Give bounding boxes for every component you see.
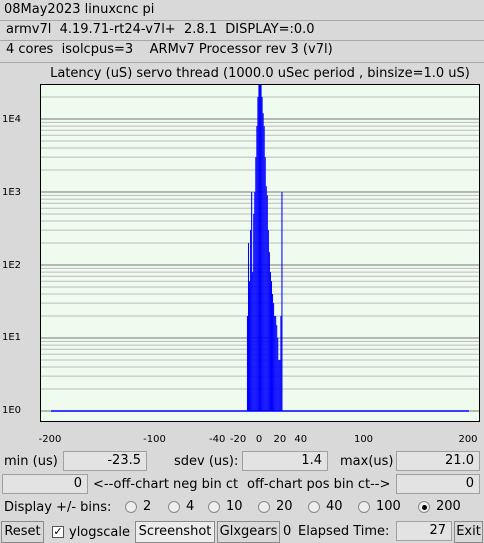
histogram-bar bbox=[260, 85, 262, 411]
sdev-value-field: 1.4 bbox=[242, 451, 328, 471]
glxgears-count: 0 bbox=[283, 524, 292, 539]
histogram-bar bbox=[279, 359, 281, 411]
histogram-bar bbox=[249, 281, 251, 411]
x-tick-label: -40 bbox=[209, 434, 226, 445]
radio-dot-icon[interactable] bbox=[358, 500, 370, 513]
histogram-bar bbox=[275, 316, 277, 411]
bins-radio-label: 40 bbox=[326, 499, 343, 514]
elapsed-time-field: 27 bbox=[396, 521, 452, 541]
bins-radio-label: 100 bbox=[376, 499, 401, 514]
histogram-bar bbox=[250, 230, 252, 411]
histogram-bar bbox=[262, 113, 264, 411]
x-tick-label: 20 bbox=[273, 434, 287, 445]
chart-title: Latency (uS) servo thread (1000.0 uSec p… bbox=[50, 66, 470, 81]
histogram-bar bbox=[270, 281, 273, 411]
histogram-bar bbox=[268, 252, 270, 411]
neg-bin-count-label: <--off-chart neg bin ct bbox=[93, 477, 239, 492]
x-tick-label: 100 bbox=[353, 434, 374, 445]
histogram-bar bbox=[276, 325, 278, 411]
exit-button[interactable]: Exit bbox=[454, 521, 483, 543]
reset-button[interactable]: Reset bbox=[1, 521, 44, 543]
bins-radio-40[interactable]: 40 bbox=[308, 499, 343, 514]
bins-radio-label: 10 bbox=[226, 499, 243, 514]
radio-dot-icon[interactable] bbox=[308, 500, 320, 513]
histogram-bar bbox=[247, 243, 250, 411]
max-value-field: 21.0 bbox=[396, 451, 480, 471]
histogram-bar bbox=[256, 126, 258, 411]
histogram-bar bbox=[257, 97, 259, 411]
checkbox-check-icon[interactable]: ✓ bbox=[52, 525, 64, 538]
y-tick-label: 1E3 bbox=[2, 187, 22, 198]
radio-dot-icon[interactable] bbox=[125, 500, 137, 513]
histogram-bar bbox=[277, 338, 279, 411]
radio-dot-icon[interactable] bbox=[168, 500, 180, 513]
bins-radio-200[interactable]: 200 bbox=[418, 499, 461, 514]
bins-radio-2[interactable]: 2 bbox=[125, 499, 151, 514]
radio-dot-icon[interactable] bbox=[208, 500, 220, 513]
x-tick-label: 0 bbox=[255, 434, 263, 445]
histogram-bar bbox=[265, 186, 267, 411]
min-label: min (us) bbox=[4, 454, 58, 469]
y-tick-label: 1E2 bbox=[2, 260, 22, 271]
bins-radio-4[interactable]: 4 bbox=[168, 499, 194, 514]
latency-histogram bbox=[40, 84, 480, 422]
histogram-bar bbox=[272, 294, 274, 411]
histogram-bar bbox=[255, 157, 257, 411]
histogram-bar bbox=[246, 316, 248, 411]
glxgears-button[interactable]: Glxgears bbox=[217, 521, 280, 543]
ylogscale-checkbox[interactable]: ✓ ylogscale bbox=[52, 521, 130, 543]
y-tick-label: 1E1 bbox=[2, 332, 22, 343]
histogram-bar bbox=[259, 85, 261, 411]
neg-bin-count-field: 0 bbox=[2, 474, 88, 494]
histogram-bar bbox=[278, 359, 280, 411]
histogram-bar bbox=[266, 195, 268, 411]
bins-radio-20[interactable]: 20 bbox=[258, 499, 293, 514]
sdev-label: sdev (us): bbox=[174, 454, 239, 469]
bins-radio-label: 2 bbox=[143, 499, 152, 514]
bins-radio-label: 200 bbox=[436, 499, 461, 514]
histogram-bar bbox=[252, 272, 254, 411]
histogram-bar bbox=[253, 213, 255, 411]
y-tick-label: 1E0 bbox=[2, 405, 22, 416]
radio-dot-icon[interactable] bbox=[258, 500, 270, 513]
histogram-bar bbox=[274, 316, 276, 411]
x-tick-label: 200 bbox=[458, 434, 478, 445]
histogram-bar bbox=[263, 126, 265, 411]
histogram-bar bbox=[269, 272, 271, 411]
ylogscale-label: ylogscale bbox=[69, 524, 131, 540]
elapsed-time-label: Elapsed Time: bbox=[298, 524, 390, 539]
histogram-bar bbox=[281, 192, 283, 411]
histogram-bar bbox=[251, 192, 253, 411]
histogram-bar bbox=[267, 230, 269, 411]
histogram-bar bbox=[273, 303, 275, 411]
histogram-bar bbox=[254, 192, 256, 411]
bins-radio-100[interactable]: 100 bbox=[358, 499, 401, 514]
pos-bin-count-field: 0 bbox=[396, 474, 480, 494]
histogram-bar bbox=[258, 85, 260, 411]
y-tick-label: 1E4 bbox=[2, 114, 22, 125]
histogram-bar bbox=[261, 97, 263, 411]
histogram-bar bbox=[280, 316, 282, 411]
radio-dot-icon[interactable] bbox=[418, 500, 430, 513]
pos-bin-count-label: off-chart pos bin ct--> bbox=[247, 477, 391, 492]
bins-radio-10[interactable]: 10 bbox=[208, 499, 243, 514]
bins-radio-label: 4 bbox=[186, 499, 195, 514]
min-value-field: -23.5 bbox=[63, 451, 147, 471]
screenshot-button[interactable]: Screenshot bbox=[135, 521, 215, 543]
x-tick-label: -20 bbox=[229, 434, 247, 445]
display-bins-label: Display +/- bins: bbox=[4, 500, 112, 515]
x-tick-label: -100 bbox=[143, 434, 166, 445]
bins-radio-label: 20 bbox=[276, 499, 293, 514]
header-system-info: armv7l 4.19.71-rt24-v7l+ 2.8.1 DISPLAY=:… bbox=[6, 22, 315, 37]
histogram-bar bbox=[264, 157, 266, 411]
x-tick-label: -200 bbox=[38, 434, 62, 445]
max-label: max(us) bbox=[340, 454, 394, 469]
header-cpu-info: 4 cores isolcpus=3 ARMv7 Processor rev 3… bbox=[6, 42, 333, 57]
x-tick-label: 40 bbox=[294, 434, 308, 445]
header-date-host: 08May2023 linuxcnc pi bbox=[4, 2, 155, 17]
